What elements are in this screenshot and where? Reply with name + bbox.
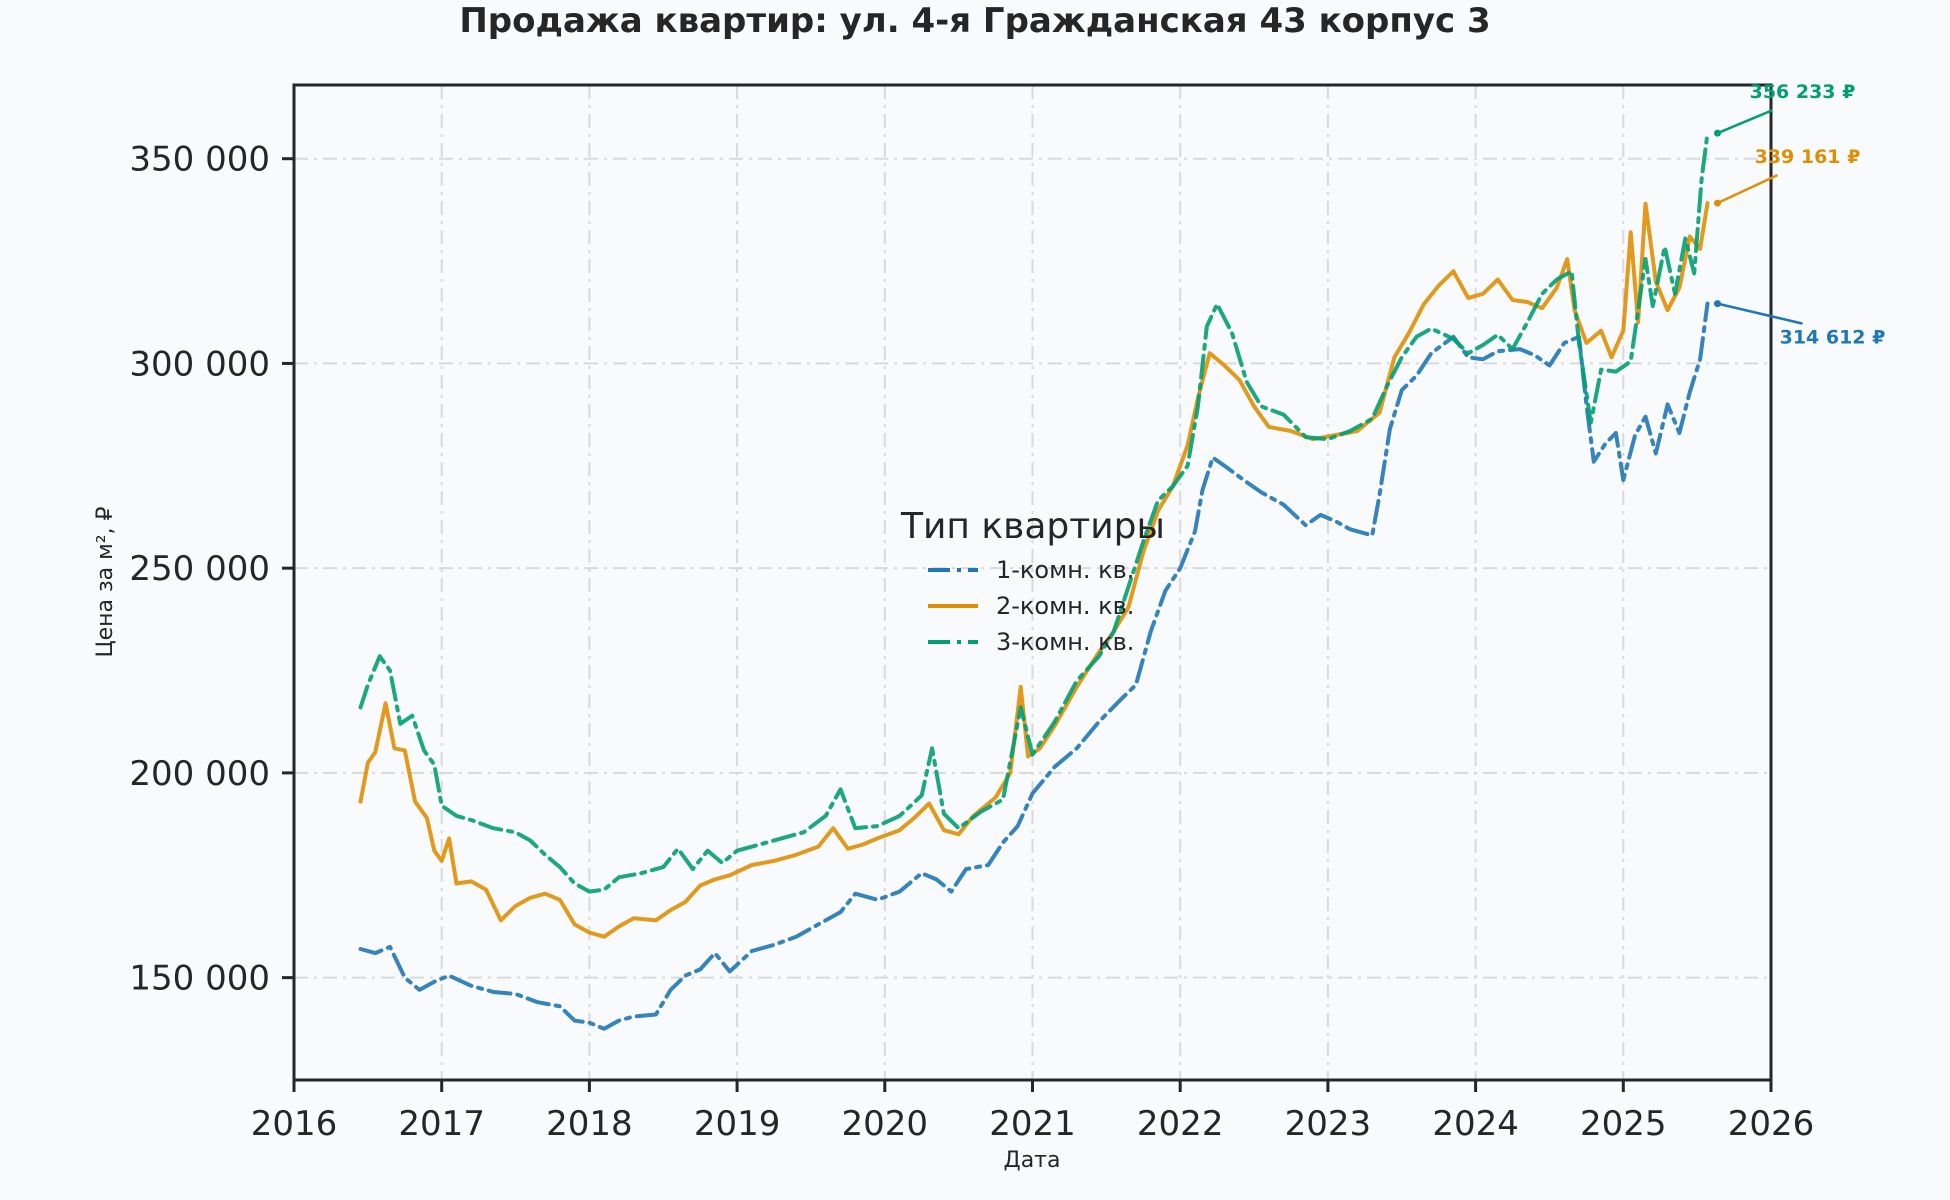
series-line-3 [358, 131, 1710, 894]
x-tick-label-2017: 2017 [398, 1104, 485, 1144]
series-line-1 [358, 301, 1710, 1031]
annotation-arrow-3 [1717, 302, 1803, 325]
x-axis-label: Дата [1004, 1148, 1061, 1173]
annotations: 356 233 ₽ 339 161 ₽ 314 612 ₽ [1713, 81, 1886, 349]
x-tick-label-2024: 2024 [1432, 1104, 1519, 1144]
grid [293, 85, 1772, 1080]
x-tick-label-2018: 2018 [546, 1104, 633, 1144]
y-axis-label: Цена за м², ₽ [93, 506, 118, 657]
annotation-arrow-2 [1716, 173, 1779, 205]
series-layer [358, 131, 1710, 1031]
legend-label-1: 1-комн. кв. [996, 556, 1134, 584]
x-tick-label-2025: 2025 [1580, 1104, 1667, 1144]
x-tick-label-2020: 2020 [842, 1104, 929, 1144]
x-tick-label-2021: 2021 [989, 1104, 1076, 1144]
y-tick-label-250000: 250 000 [129, 549, 270, 589]
legend-title: Тип квартиры [900, 506, 1165, 547]
chart-title: Продажа квартир: ул. 4-я Гражданская 43 … [459, 1, 1490, 41]
annotation-arrow-1 [1717, 109, 1773, 135]
y-tick-label-350000: 350 000 [129, 140, 270, 180]
axis-ticks: 2016 2017 2018 2019 2020 2021 2022 2023 2024 2025… [129, 140, 1814, 1144]
annotation-label-1: 356 233 ₽ [1750, 81, 1856, 103]
annotation-label-3: 314 612 ₽ [1780, 327, 1886, 349]
x-tick-label-2016: 2016 [251, 1104, 338, 1144]
annotation-point-2 [1713, 199, 1721, 207]
legend: Тип квартиры 1-комн. кв. 2-комн. кв. 3-ком… [900, 506, 1165, 656]
x-tick-label-2026: 2026 [1728, 1104, 1815, 1144]
annotation-label-2: 339 161 ₽ [1755, 146, 1861, 168]
legend-label-3: 3-комн. кв. [996, 628, 1134, 656]
annotation-point-1 [1713, 129, 1721, 137]
legend-label-2: 2-комн. кв. [996, 592, 1134, 620]
y-tick-label-300000: 300 000 [129, 344, 270, 384]
y-tick-label-150000: 150 000 [129, 959, 270, 999]
x-tick-label-2023: 2023 [1285, 1104, 1372, 1144]
x-tick-label-2022: 2022 [1137, 1104, 1224, 1144]
x-tick-label-2019: 2019 [694, 1104, 781, 1144]
annotation-point-3 [1713, 300, 1721, 308]
y-tick-label-200000: 200 000 [129, 754, 270, 794]
